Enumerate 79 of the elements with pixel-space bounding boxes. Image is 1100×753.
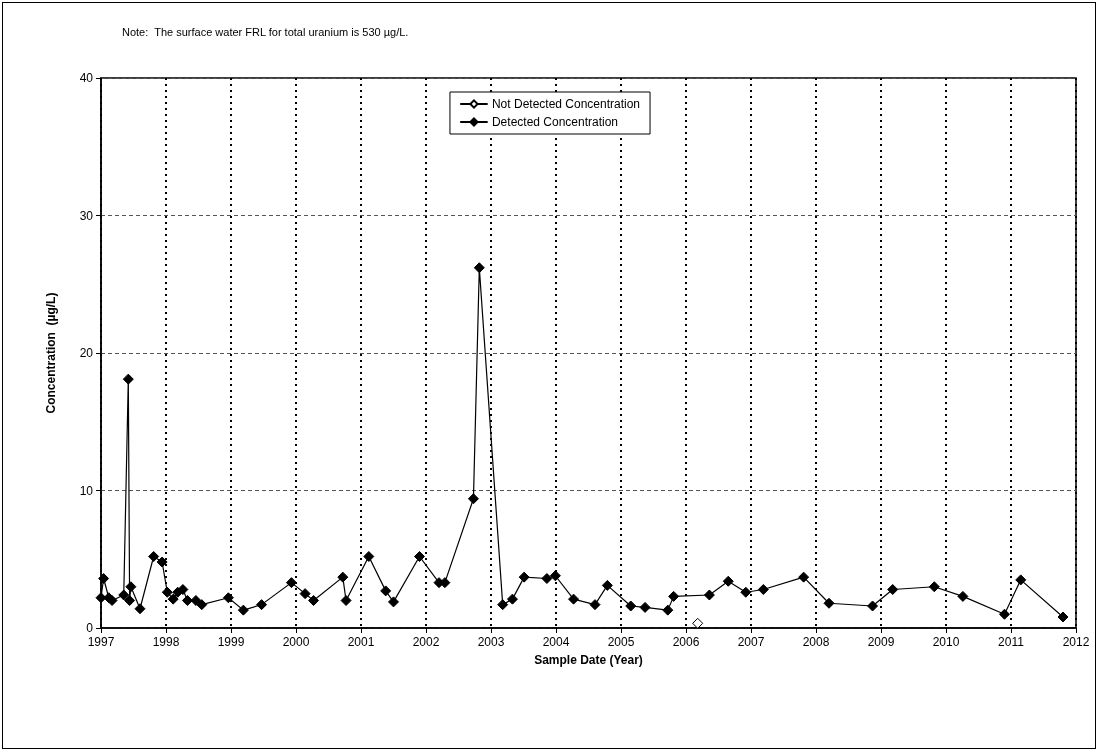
x-tick-label: 2005 [607,635,635,649]
point [122,373,134,385]
y-tick-label: 10 [79,483,94,498]
y-tick-label: 30 [79,208,94,223]
point [639,601,651,613]
point [299,588,311,600]
point [1015,574,1027,586]
text: Note: The surface water FRL for total uranium is 530 µg/L. [122,25,409,38]
point [999,608,1010,620]
y-tick-label: 20 [79,346,94,360]
point [568,593,580,605]
point [722,575,734,587]
point [167,593,179,605]
x-tick-label: 2001 [347,635,375,649]
point [388,596,399,608]
point [308,595,320,606]
point [98,573,110,584]
point [757,584,769,595]
point [692,617,704,629]
point [237,604,249,616]
point [124,595,136,606]
x-tick-label: 2002 [412,635,440,649]
point [625,600,637,612]
x-tick-label: 2010 [932,635,960,649]
point [414,551,425,562]
point [740,586,752,598]
x-tick-label: 2006 [672,635,700,649]
point [380,585,392,597]
point [156,556,168,568]
point [957,590,969,602]
point [662,604,674,616]
point [118,589,130,601]
point [887,584,899,595]
point [125,581,137,593]
point [541,573,553,584]
legend-label: Detected Concentration [491,115,619,129]
point [363,551,375,562]
x-tick-label: 1998 [152,635,180,649]
point [190,595,202,606]
point [549,570,561,582]
y-axis-title: Concentration (µg/L) [44,292,58,414]
x-tick-label: 2003 [477,635,505,649]
point [823,597,835,609]
x-tick-label: 2008 [802,635,830,649]
point [196,599,208,611]
point [668,590,680,602]
point [473,262,485,274]
point [337,571,349,583]
point [222,592,234,604]
point [703,589,715,601]
point [497,599,509,611]
y-tick-label: 40 [79,71,94,85]
point [867,600,879,612]
point [518,571,530,583]
x-tick-label: 2011 [998,635,1025,649]
point [601,579,613,591]
point [134,603,146,615]
point [340,595,352,606]
x-tick-label: 2004 [542,635,570,649]
x-tick-label: 1997 [87,635,115,649]
x-tick-label: 2000 [282,635,310,649]
point [798,571,810,583]
y-tick-label: 0 [86,621,94,635]
point [467,493,479,505]
point [161,586,173,598]
x-tick-label: 2012 [1062,635,1090,649]
x-tick-label: 2007 [737,635,765,649]
legend-label: Not Detected Concentration [491,97,641,111]
point [928,581,940,593]
point [506,593,518,605]
point [177,584,189,595]
point [589,599,601,611]
x-tick-label: 1999 [217,635,245,649]
point [1057,611,1069,623]
x-axis-title: Sample Date (Year) [534,653,643,667]
point [285,577,297,589]
point [148,551,160,562]
x-tick-label: 2009 [867,635,895,649]
point [256,599,268,611]
